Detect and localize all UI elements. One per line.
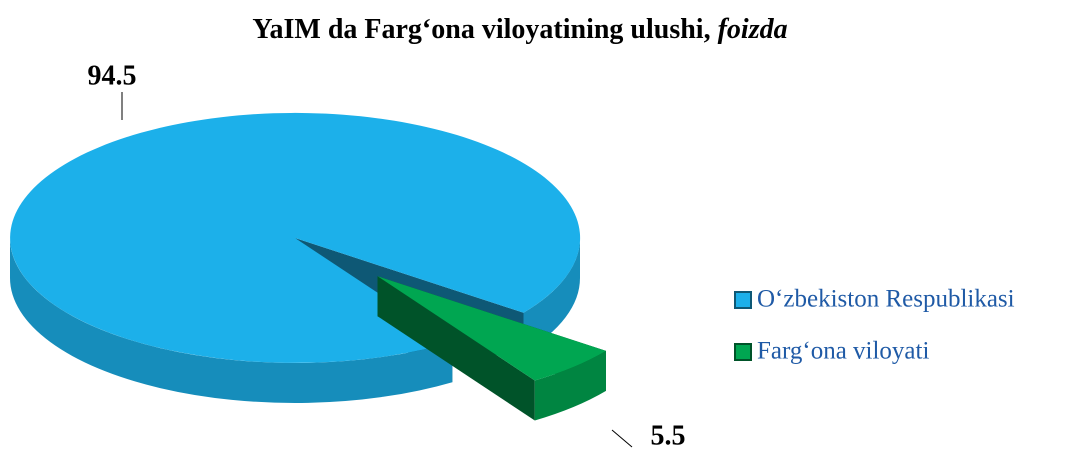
data-label: 94.5 [88, 60, 137, 91]
chart-title: YaIM da Farg‘ona viloyatining ulushi, [252, 14, 710, 45]
legend-swatch [734, 291, 752, 309]
leader-line [611, 429, 633, 448]
data-label: 5.5 [651, 420, 686, 451]
chart-title-unit: foizda [718, 14, 788, 45]
slice-rim [10, 238, 453, 403]
slice-top [10, 112, 581, 363]
legend-label: O‘zbekiston Respublikasi [757, 286, 1015, 313]
legend-label: Farg‘ona viloyati [757, 338, 929, 365]
slice-rim [523, 238, 580, 353]
pie-slice [377, 276, 606, 421]
slice-top [377, 276, 606, 381]
legend-swatch [734, 343, 752, 361]
chart-title-group: YaIM da Farg‘ona viloyatining ulushi, fo… [252, 14, 787, 45]
slice-rim [534, 350, 606, 421]
slice-side-face [377, 276, 535, 421]
